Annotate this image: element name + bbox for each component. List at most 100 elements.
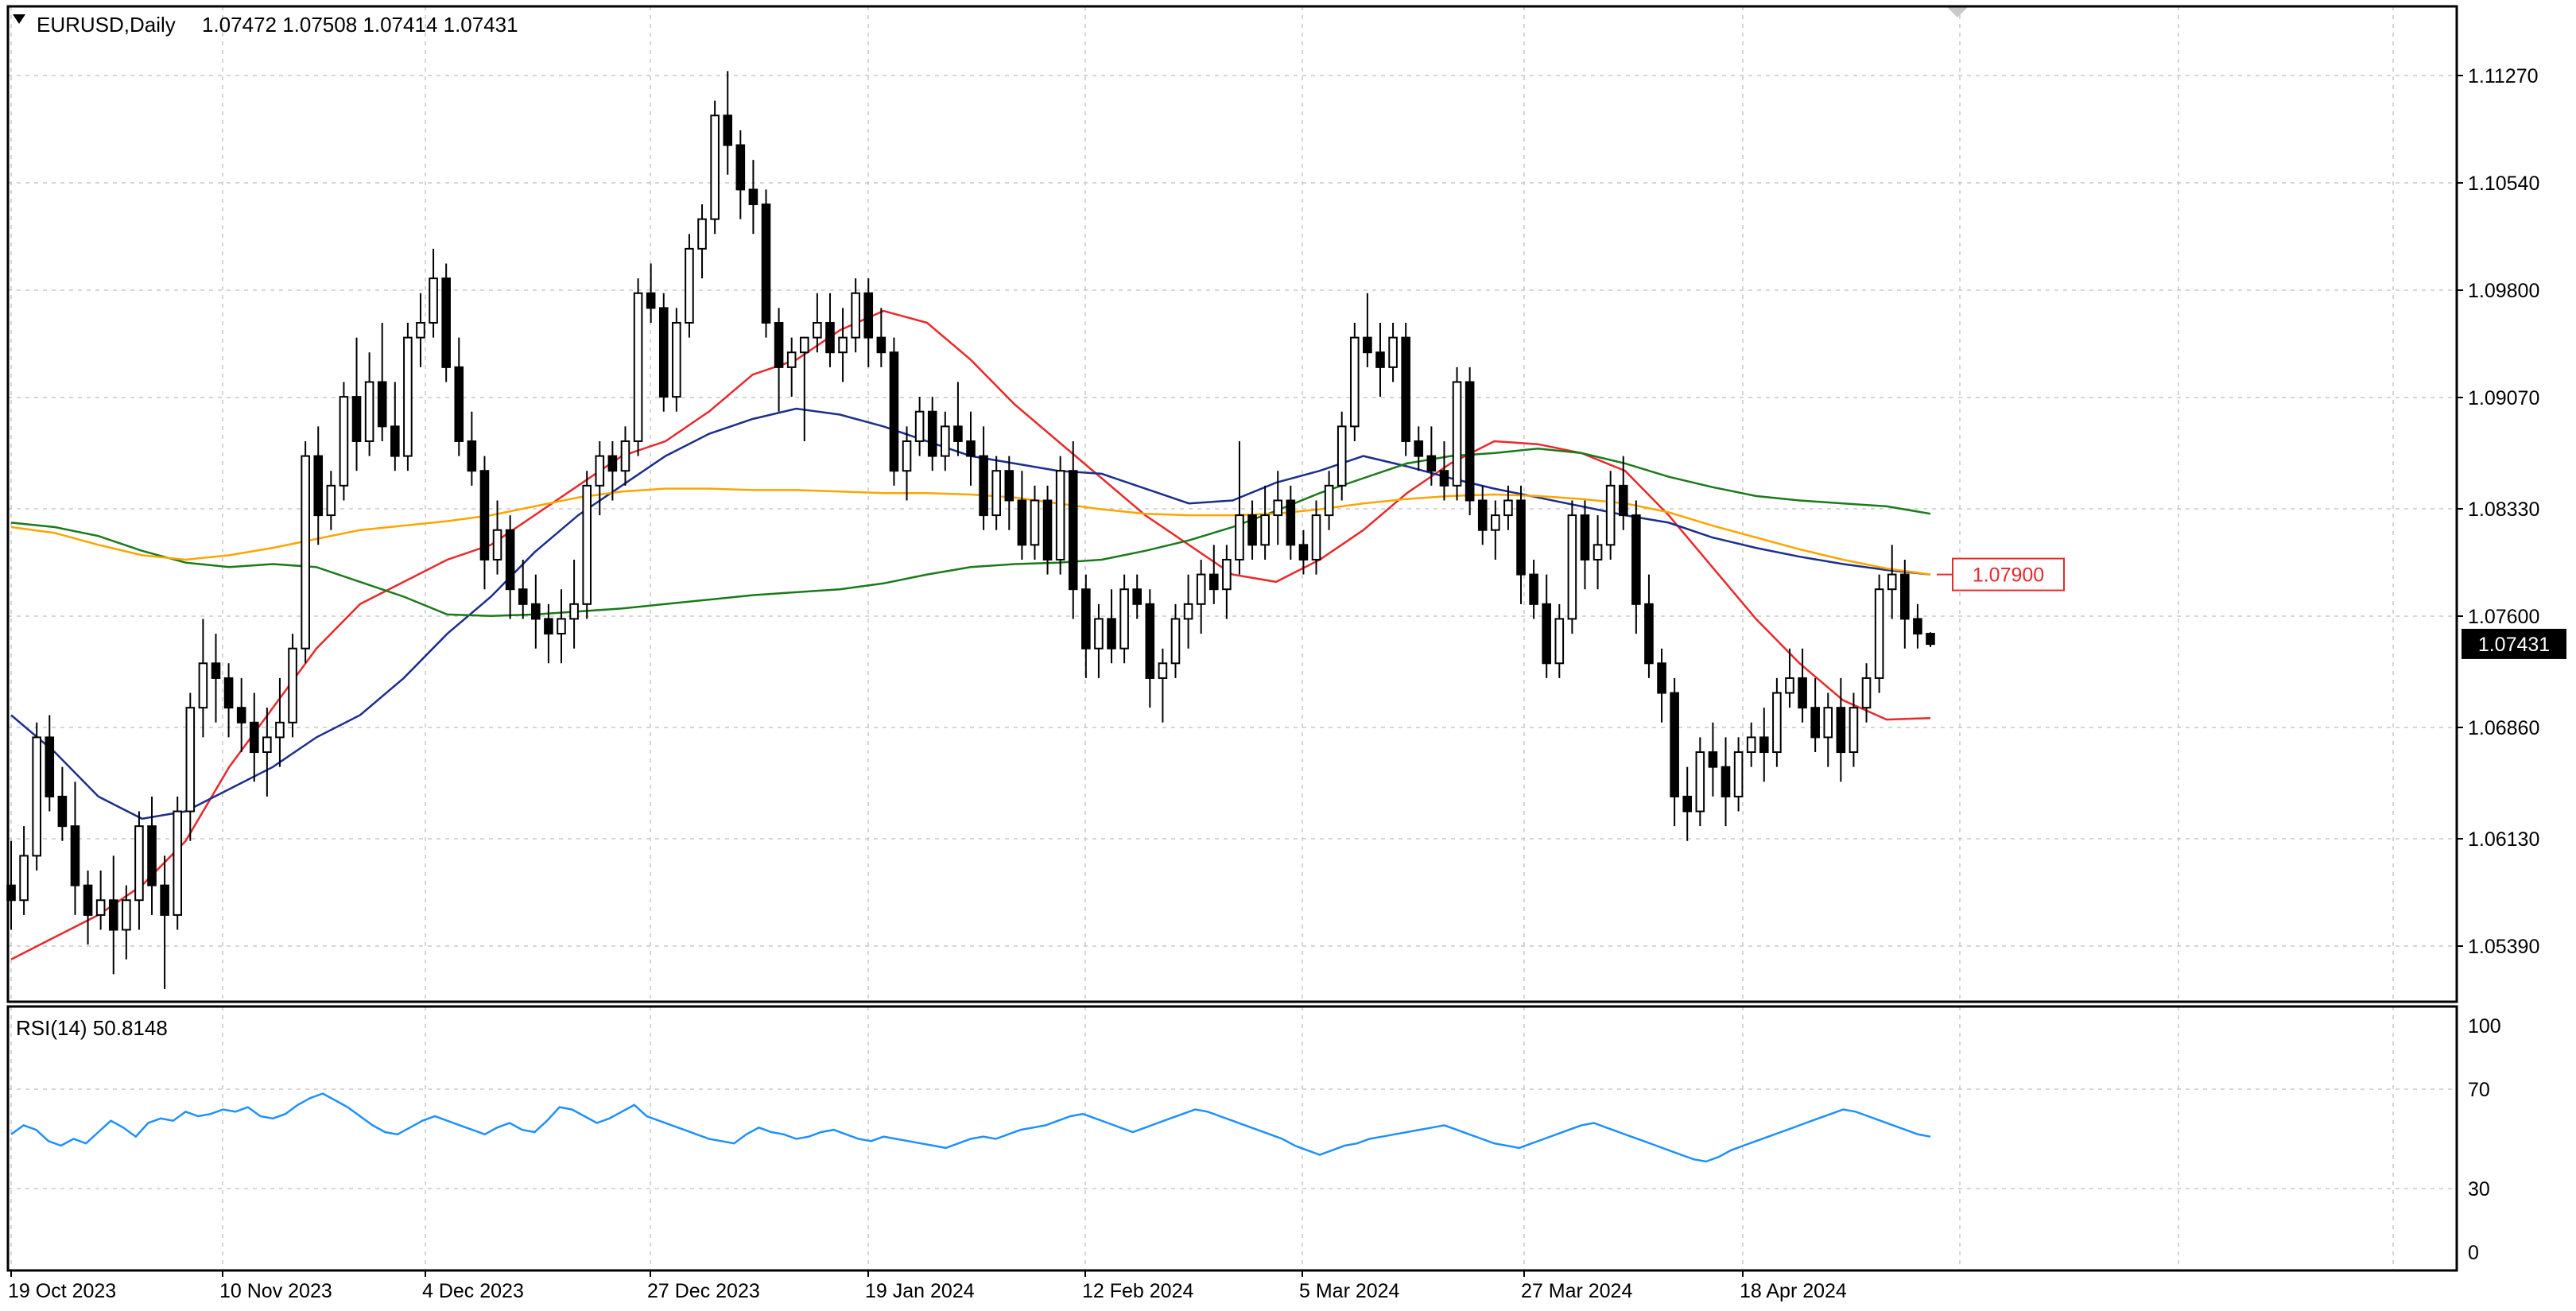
candle xyxy=(122,885,131,960)
candle-body-bear xyxy=(441,277,451,368)
candle-body-bull xyxy=(1491,514,1500,531)
candle xyxy=(1107,589,1116,664)
candle-body-bull xyxy=(403,336,413,457)
ohlc-readout: 1.07472 1.07508 1.07414 1.07431 xyxy=(202,13,518,37)
candle-body-bear xyxy=(1132,588,1143,605)
ma-red-line xyxy=(10,309,1931,960)
candle-body-bear xyxy=(518,588,528,605)
candle xyxy=(1657,648,1666,723)
candle xyxy=(454,337,464,456)
candle-body-bull xyxy=(941,425,950,457)
candle-body-bull xyxy=(838,336,848,354)
candle xyxy=(979,426,988,530)
candle xyxy=(953,382,963,456)
price-panel-frame xyxy=(6,5,2458,1003)
time-tick-label: 18 Apr 2024 xyxy=(1740,1280,1847,1302)
candle xyxy=(288,634,297,738)
candle xyxy=(1004,456,1014,530)
candle xyxy=(262,708,272,797)
candle-body-bull xyxy=(1119,588,1129,650)
candle xyxy=(492,500,502,575)
candle-body-bull xyxy=(1874,588,1884,679)
candle xyxy=(1798,648,1807,723)
candle xyxy=(569,559,579,649)
time-axis[interactable]: 19 Oct 2023 10 Nov 2023 4 Dec 2023 27 Dec 2… xyxy=(8,1270,1847,1302)
candle-body-bull xyxy=(32,736,41,857)
candle xyxy=(889,337,899,486)
candle-body-bull xyxy=(262,736,272,754)
candle xyxy=(441,263,451,382)
candle-body-bear xyxy=(544,618,553,635)
current-price-value: 1.07431 xyxy=(2478,634,2550,656)
candle-body-bull xyxy=(1260,514,1270,546)
candle xyxy=(646,263,656,323)
candle-body-bull xyxy=(326,484,336,517)
candle-body-bear xyxy=(1798,677,1807,709)
candle xyxy=(1235,440,1244,575)
candle xyxy=(786,337,797,398)
candle xyxy=(1554,603,1565,678)
candle-body-bear xyxy=(1670,692,1679,797)
candle xyxy=(813,293,822,353)
candle xyxy=(1477,485,1488,545)
candle xyxy=(1913,603,1922,649)
candle-body-bear xyxy=(1363,336,1372,354)
candle xyxy=(1030,485,1040,560)
price-axis[interactable]: 1.11270 1.10540 1.09800 1.09070 1.08330 1.076… xyxy=(2457,65,2539,958)
candle-body-bull xyxy=(595,455,605,487)
candle-body-bear xyxy=(57,795,68,828)
candle xyxy=(914,397,925,456)
candle xyxy=(173,796,183,930)
candle xyxy=(1721,737,1731,827)
candle-body-bear xyxy=(83,884,93,916)
candle xyxy=(1708,722,1718,797)
candle xyxy=(505,515,515,619)
candle xyxy=(1055,456,1065,575)
dropdown-triangle-icon[interactable] xyxy=(13,14,25,24)
rsi-series-line xyxy=(10,1092,1931,1163)
candle-body-bear xyxy=(351,396,362,442)
candle xyxy=(479,456,490,590)
candle-body-bull xyxy=(429,277,438,324)
candle xyxy=(1273,471,1283,545)
price-tick-label: 1.10540 xyxy=(2468,173,2539,195)
candle-body-bear xyxy=(70,825,80,886)
candle-body-bull xyxy=(1849,707,1859,754)
candle-body-bull xyxy=(1170,618,1181,665)
time-tick-label: 19 Oct 2023 xyxy=(8,1280,116,1302)
candle-body-bull xyxy=(1733,751,1744,797)
candle xyxy=(685,234,694,338)
rsi-tick-label: 30 xyxy=(2468,1178,2490,1200)
candle xyxy=(147,796,157,915)
candle xyxy=(198,619,208,738)
grid-layer xyxy=(8,6,2457,1270)
candle xyxy=(223,663,234,738)
candle-body-bull xyxy=(1772,692,1782,754)
candle xyxy=(761,189,771,338)
symbol-header[interactable]: EURUSD,Daily 1.07472 1.07508 1.07414 1.0… xyxy=(13,13,518,37)
candle-body-bull xyxy=(786,351,797,368)
candle-body-bear xyxy=(1145,603,1155,679)
candle xyxy=(1593,515,1603,590)
candle-body-bear xyxy=(748,188,758,206)
candle-body-bear xyxy=(1401,336,1410,442)
candle-body-bull xyxy=(799,336,809,354)
price-tick-label: 1.09800 xyxy=(2468,280,2539,302)
candle xyxy=(403,322,413,471)
candle xyxy=(1491,500,1500,560)
candle xyxy=(416,293,425,367)
candle xyxy=(429,248,438,338)
current-price-tag: 1.07431 xyxy=(2462,628,2566,659)
candle-body-bull xyxy=(991,470,1001,517)
candle xyxy=(1439,440,1449,501)
candle xyxy=(1247,500,1257,560)
candle-body-bear xyxy=(108,899,118,931)
candle-body-bear xyxy=(607,455,618,472)
candle-body-bear xyxy=(1286,499,1296,546)
candle xyxy=(1452,367,1462,501)
candle xyxy=(1542,574,1551,678)
candle-body-bear xyxy=(1900,573,1910,620)
candle xyxy=(467,411,477,486)
